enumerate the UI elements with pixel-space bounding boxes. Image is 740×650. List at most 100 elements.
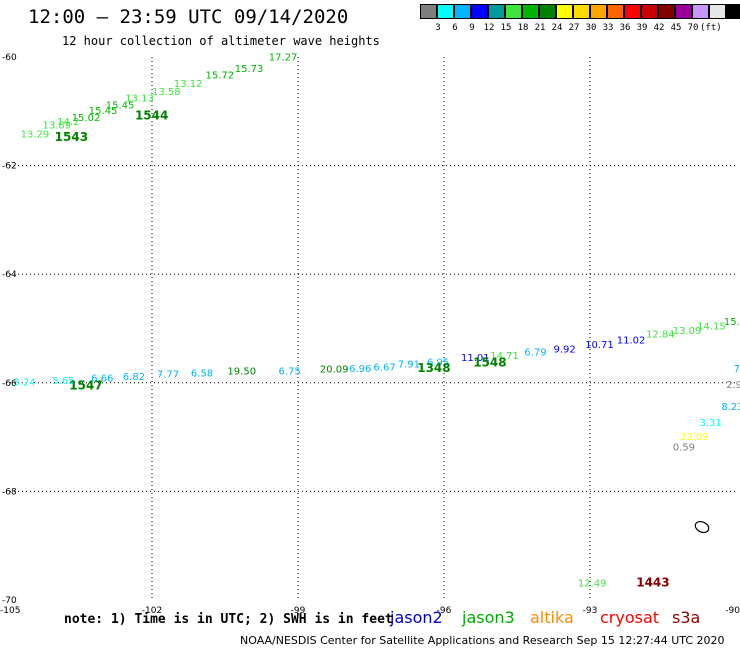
mission-jason2: jason2	[390, 608, 443, 627]
island-outline	[694, 520, 710, 534]
scale-swatch	[675, 4, 692, 19]
x-tick-label: -96	[437, 606, 452, 616]
scale-swatch	[454, 4, 471, 19]
scale-label: 15	[500, 23, 512, 33]
tick-labels: -105 -102 -99 -96 -93 -90 -60 -62 -64 -66 -68 -70	[0, 53, 740, 616]
wave-height-label: 6.75	[279, 367, 301, 378]
scale-swatch	[522, 4, 539, 19]
wave-height-label: 7.91	[398, 360, 420, 371]
x-tick-label: -90	[725, 606, 740, 616]
wave-height-label: 15.73	[235, 64, 264, 75]
grid-lines	[6, 57, 736, 600]
wave-height-label: 6.79	[524, 348, 546, 359]
footer-note: note: 1) Time is in UTC; 2) SWH is in fe…	[64, 612, 393, 627]
wave-height-label: 6.96	[349, 364, 371, 375]
y-tick-label: -60	[2, 53, 17, 63]
scale-swatch	[488, 4, 505, 19]
y-tick-label: -68	[2, 487, 17, 497]
pass-time-label: 1548	[473, 356, 506, 370]
wave-height-label: 12.49	[578, 578, 607, 589]
scale-swatch	[539, 4, 556, 19]
credit-line: NOAA/NESDIS Center for Satellite Applica…	[240, 634, 725, 647]
wave-height-label: 5.65	[52, 376, 74, 387]
wave-height-label: 13.09	[673, 326, 702, 337]
mission-altika: altika	[530, 608, 574, 627]
scale-swatch	[505, 4, 522, 19]
pass-time-label: 1544	[135, 108, 168, 122]
wave-height-label: 15.02	[72, 113, 101, 124]
scale-swatch	[624, 4, 641, 19]
y-tick-label: -64	[2, 270, 17, 280]
pass-time-label: 1443	[636, 575, 669, 589]
scale-label: 12	[483, 23, 495, 33]
x-tick-label: -105	[0, 606, 20, 616]
scale-label: 36	[619, 23, 631, 33]
x-tick-label: -102	[142, 606, 162, 616]
mission-s3a: s3a	[672, 608, 701, 627]
wave-height-label: 6.66	[91, 374, 113, 385]
wave-height-label: 6.82	[123, 372, 145, 383]
wave-height-label: 9.92	[554, 344, 576, 355]
scale-label: 27	[568, 23, 580, 33]
wave-height-label: 20.09	[320, 364, 349, 375]
wave-height-label: 13.12	[174, 79, 203, 90]
scale-label: 6	[452, 23, 458, 33]
scale-swatch	[607, 4, 624, 19]
pass-time-label: 1543	[55, 130, 88, 144]
scale-swatch	[437, 4, 454, 19]
y-tick-label: -62	[2, 162, 17, 172]
wave-height-label: 13.89	[43, 121, 72, 132]
x-tick-label: -99	[291, 606, 306, 616]
wave-height-label: 7.77	[157, 369, 179, 380]
wave-height-label: 13.58	[152, 87, 181, 98]
scale-swatch	[471, 4, 488, 19]
scale-label: 30	[585, 23, 597, 33]
scale-swatch	[658, 4, 675, 19]
wave-height-label: 2.9	[726, 380, 740, 391]
scale-label: 45	[670, 23, 682, 33]
scale-swatch	[641, 4, 658, 19]
wave-height-label: 15.61	[724, 317, 740, 328]
wave-height-label: 15.45	[89, 106, 118, 117]
scale-label: 39	[636, 23, 648, 33]
wave-height-label: 19.50	[227, 367, 256, 378]
wave-height-label: 14.2	[57, 117, 79, 128]
chart-subtitle: 12 hour collection of altimeter wave hei…	[62, 34, 380, 48]
scale-label: 21	[534, 23, 546, 33]
time-labels: 15431544154713481548161443	[55, 108, 670, 589]
scale-label: 9	[469, 23, 475, 33]
wave-height-label: 0.59	[673, 443, 695, 454]
wave-height-label: 11.01	[461, 353, 490, 364]
wave-height-label: 3.31	[700, 418, 722, 429]
scale-label: 33	[602, 23, 614, 33]
scale-swatch	[726, 4, 740, 19]
scale-label: (ft)	[700, 23, 722, 33]
scale-label: 24	[551, 23, 563, 33]
scale-label: 70	[687, 23, 699, 33]
wave-height-label: 17.27	[269, 52, 298, 63]
wave-height-label: 8.23	[721, 402, 740, 413]
wave-height-label: 15.72	[206, 71, 235, 82]
scale-swatch	[556, 4, 573, 19]
wave-height-label: 10.71	[585, 340, 614, 351]
wave-height-label: 22.09	[680, 432, 709, 443]
mission-cryosat: cryosat	[600, 608, 660, 627]
wave-height-label: 14.71	[490, 351, 519, 362]
wave-height-label: 6.67	[373, 362, 395, 373]
wave-height-label: 15.45	[106, 101, 135, 112]
wave-height-label: 11.02	[617, 336, 646, 347]
pass-time-label: 1547	[69, 378, 102, 392]
wave-height-label: 13.13	[125, 94, 154, 105]
y-tick-label: -66	[2, 379, 17, 389]
scale-label: 3	[435, 23, 441, 33]
wave-height-label: 6.58	[191, 368, 213, 379]
wave-height-label: 6.95	[427, 357, 449, 368]
scale-label: 18	[517, 23, 529, 33]
x-tick-label: -93	[583, 606, 598, 616]
wave-height-label: 3.24	[13, 378, 35, 389]
scale-swatch	[709, 4, 726, 19]
pass-time-label: 1348	[417, 361, 450, 375]
wave-height-label: 7	[734, 364, 740, 375]
scale-swatch	[590, 4, 607, 19]
